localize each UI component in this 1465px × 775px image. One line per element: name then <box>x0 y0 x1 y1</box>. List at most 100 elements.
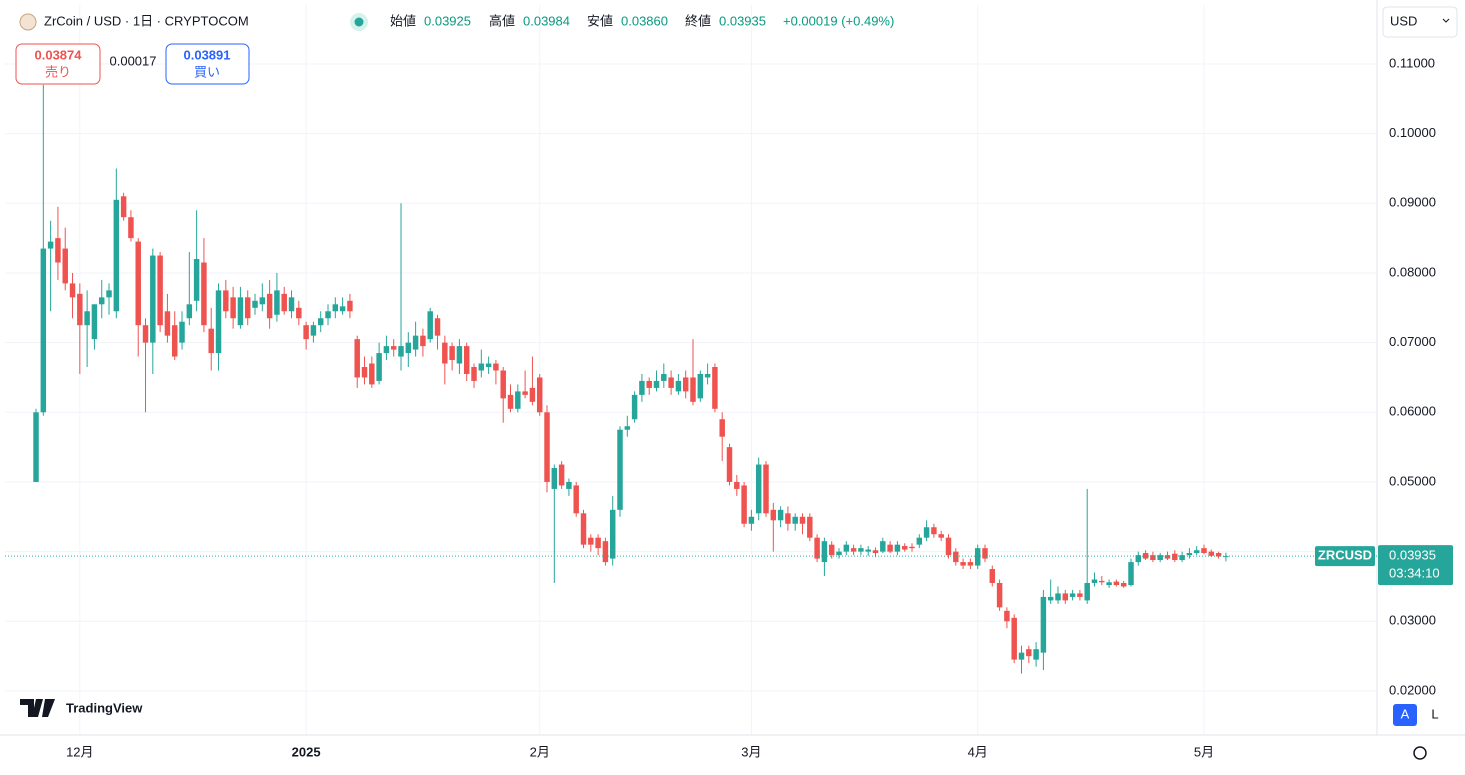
x-tick-label: 12月 <box>66 744 93 759</box>
candle-body <box>624 426 631 430</box>
candle-body <box>544 412 550 482</box>
candle-body <box>1062 593 1069 601</box>
candle-body <box>792 516 798 524</box>
candle-body <box>485 363 492 368</box>
x-tick-label: 3月 <box>741 744 761 759</box>
candle-body <box>923 527 930 538</box>
grid: 0.020000.030000.040000.050000.060000.070… <box>5 5 1436 759</box>
ohlc-value: 0.03935 <box>719 13 766 28</box>
candle-body <box>894 544 901 552</box>
candle-body <box>106 290 112 298</box>
candle-body <box>726 447 733 482</box>
candle-body <box>303 325 309 340</box>
ohlc-label: 終値 <box>685 13 711 28</box>
candle-body <box>1018 652 1025 660</box>
candle-body <box>1040 596 1047 653</box>
candle-body <box>996 582 1003 608</box>
candle-body <box>938 534 944 538</box>
candle-body <box>252 300 258 308</box>
price-tag <box>1378 545 1453 586</box>
candle-body <box>661 373 667 381</box>
currency-box[interactable] <box>1382 6 1458 38</box>
currency-select[interactable]: USD <box>1382 6 1458 38</box>
change: +0.00019 (+0.49%) <box>783 13 894 28</box>
candle-body <box>354 339 360 378</box>
log-scale-label[interactable]: L <box>1431 706 1438 721</box>
candle-body <box>836 551 842 556</box>
candle-body <box>296 307 302 319</box>
candle-body <box>741 485 747 524</box>
candle-body <box>449 346 455 361</box>
ohlc-value: 0.03860 <box>621 13 668 28</box>
logo-text: TradingView <box>66 700 143 715</box>
candle-body <box>763 464 769 514</box>
candle-body <box>1026 649 1032 657</box>
candle-body <box>529 387 536 402</box>
candle-body <box>1223 556 1229 558</box>
candle-body <box>1157 555 1163 560</box>
candle-body <box>828 544 835 556</box>
candle-body <box>237 297 244 326</box>
candle-body <box>84 311 90 326</box>
candle-body <box>1055 593 1061 601</box>
settings-icon[interactable] <box>1413 746 1427 760</box>
price-tag-text: 0.03935 <box>1389 548 1436 563</box>
auto-scale-button[interactable] <box>1393 704 1417 726</box>
y-tick-label: 0.09000 <box>1389 195 1436 210</box>
candle-body <box>1135 555 1142 563</box>
candle-body <box>631 394 638 420</box>
candle-body <box>310 325 317 336</box>
x-tick-label: 5月 <box>1194 744 1214 759</box>
candle-body <box>1113 581 1120 586</box>
candle-body <box>653 380 660 388</box>
candle-body <box>777 509 784 521</box>
candle-body <box>639 380 645 395</box>
x-tick-label: 4月 <box>968 744 988 759</box>
sell-button[interactable] <box>15 43 101 85</box>
ohlc-label: 安値 <box>587 13 613 28</box>
header: ZrCoin / USD · 1日 · CRYPTOCOM 始値 0.03925… <box>19 13 894 31</box>
candle-body <box>193 259 200 301</box>
candle-body <box>588 537 594 545</box>
candle-body <box>412 335 419 350</box>
candle-body <box>230 297 236 319</box>
candle-body <box>1186 553 1193 556</box>
candle-body <box>697 373 704 399</box>
candle-body <box>478 363 485 371</box>
candle-body <box>617 429 623 510</box>
candle-body <box>931 527 937 535</box>
candle-body <box>850 548 857 552</box>
candle-body <box>456 346 463 364</box>
candle-body <box>515 391 521 409</box>
candle-body <box>982 548 988 559</box>
candle-body <box>1084 582 1090 601</box>
candle-body <box>1069 593 1076 597</box>
candle-body <box>434 318 441 336</box>
price-overlay: ZRCUSD 0.03935 03:34:10 <box>5 545 1453 586</box>
candle-body <box>602 541 609 563</box>
candle-body <box>967 562 974 566</box>
candle-body <box>909 546 915 549</box>
spread: 0.00017 <box>110 53 157 68</box>
candle-body <box>1164 555 1171 559</box>
candle-body <box>843 544 850 552</box>
candle-body <box>420 335 426 347</box>
candle-body <box>558 464 565 486</box>
buy-button[interactable] <box>165 43 250 85</box>
y-tick-label: 0.07000 <box>1389 334 1436 349</box>
candle-body <box>325 311 331 319</box>
y-tick-label: 0.10000 <box>1389 125 1436 140</box>
candle-body <box>785 513 791 524</box>
candles <box>33 84 1229 674</box>
x-tick-label: 2月 <box>530 744 550 759</box>
candle-body <box>47 241 54 249</box>
candle-body <box>427 311 433 340</box>
candle-body <box>493 363 499 371</box>
candle-body <box>120 196 127 218</box>
candle-body <box>872 550 879 554</box>
candle-body <box>398 346 404 357</box>
candle-body <box>91 304 98 340</box>
candle-body <box>807 516 813 538</box>
candle-body <box>1193 550 1200 554</box>
